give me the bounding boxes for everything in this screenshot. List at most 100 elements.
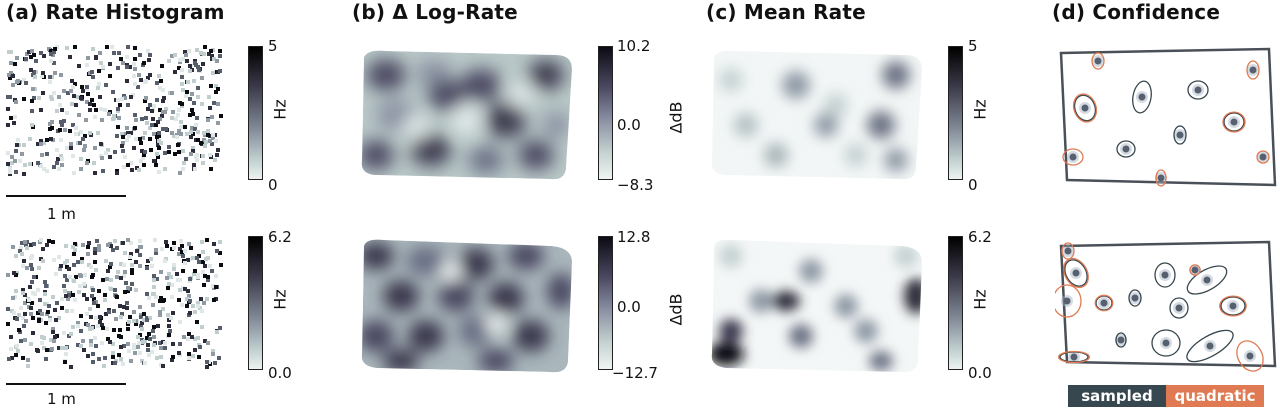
field-center-dot xyxy=(1203,276,1211,284)
histogram-pixel xyxy=(9,71,13,75)
histogram-pixel xyxy=(103,108,107,112)
histogram-pixel xyxy=(112,51,116,55)
histogram-pixel xyxy=(148,137,152,141)
histogram-pixel xyxy=(191,112,195,116)
histogram-pixel xyxy=(94,344,98,348)
histogram-pixel xyxy=(142,312,146,316)
histogram-pixel xyxy=(23,240,27,244)
histogram-pixel xyxy=(58,267,62,271)
histogram-pixel xyxy=(181,269,185,273)
histogram-pixel xyxy=(143,361,147,365)
histogram-pixel xyxy=(207,95,211,99)
histogram-pixel xyxy=(133,46,137,50)
histogram-pixel xyxy=(201,250,205,254)
histogram-pixel xyxy=(79,344,83,348)
histogram-pixel xyxy=(132,310,136,314)
histogram-pixel xyxy=(69,142,73,146)
histogram-pixel xyxy=(147,58,151,62)
histogram-pixel xyxy=(141,156,145,160)
histogram-pixel xyxy=(48,80,52,84)
histogram-pixel xyxy=(201,270,205,274)
field-center-dot xyxy=(1117,336,1125,344)
histogram-pixel xyxy=(108,340,112,344)
histogram-pixel xyxy=(88,108,92,112)
sampled-ellipse xyxy=(1154,262,1176,288)
histogram-pixel xyxy=(126,45,130,49)
histogram-pixel xyxy=(181,167,185,171)
histogram-pixel xyxy=(181,88,185,92)
histogram-pixel xyxy=(65,278,69,282)
field-center-halo xyxy=(1227,300,1239,312)
histogram-pixel xyxy=(167,272,171,276)
histogram-pixel xyxy=(172,263,176,267)
histogram-pixel xyxy=(91,75,95,79)
histogram-pixel xyxy=(157,74,161,78)
histogram-pixel xyxy=(19,306,23,310)
histogram-pixel xyxy=(215,249,219,253)
field-center-dot xyxy=(1157,174,1165,182)
histogram-pixel xyxy=(24,57,28,61)
colorbar-b-top-max: 10.2 xyxy=(617,37,651,55)
histogram-pixel xyxy=(214,285,218,289)
histogram-pixel xyxy=(181,149,185,153)
histogram-pixel xyxy=(30,301,34,305)
histogram-pixel xyxy=(30,49,34,53)
rate-field-blob xyxy=(882,61,910,89)
quadratic-ellipse xyxy=(1094,294,1114,312)
histogram-pixel xyxy=(148,337,152,341)
histogram-pixel xyxy=(184,53,188,57)
rate-field-blob xyxy=(782,71,810,99)
rate-field-blob xyxy=(488,282,524,314)
histogram-pixel xyxy=(109,278,113,282)
histogram-pixel xyxy=(39,108,43,112)
histogram-pixel xyxy=(132,343,136,347)
histogram-pixel xyxy=(84,118,88,122)
histogram-pixel xyxy=(90,70,94,74)
histogram-pixel xyxy=(85,100,89,104)
histogram-pixel xyxy=(111,117,115,121)
histogram-pixel xyxy=(70,79,74,83)
sampled-ellipse xyxy=(1173,125,1187,145)
histogram-pixel xyxy=(91,47,95,51)
histogram-pixel xyxy=(138,239,142,243)
histogram-pixel xyxy=(114,317,118,321)
histogram-pixel xyxy=(158,299,162,303)
rate-field-blob xyxy=(719,68,743,92)
histogram-pixel xyxy=(155,152,159,156)
field-center-halo xyxy=(1098,297,1110,309)
histogram-pixel xyxy=(157,139,161,143)
colorbar-b-top xyxy=(598,46,613,180)
scale-label-top: 1 m xyxy=(47,205,76,223)
histogram-pixel xyxy=(32,275,36,279)
sampled-ellipse xyxy=(1186,265,1228,295)
histogram-pixel xyxy=(97,69,101,73)
histogram-pixel xyxy=(79,329,83,333)
histogram-pixel xyxy=(138,53,142,57)
histogram-pixel xyxy=(106,148,110,152)
histogram-pixel xyxy=(83,134,87,138)
histogram-pixel xyxy=(43,292,47,296)
histogram-pixel xyxy=(170,131,174,135)
histogram-pixel xyxy=(101,278,105,282)
histogram-pixel xyxy=(89,265,93,269)
colorbar-c-bottom-min: 0.0 xyxy=(968,364,992,382)
histogram-pixel xyxy=(6,107,10,111)
histogram-pixel xyxy=(50,347,54,351)
histogram-pixel xyxy=(216,148,220,152)
histogram-pixel xyxy=(159,296,163,300)
histogram-pixel xyxy=(208,264,212,268)
rate-field-blob xyxy=(513,320,549,352)
histogram-pixel xyxy=(151,329,155,333)
rate-field-blob xyxy=(719,319,743,343)
histogram-pixel xyxy=(140,321,144,325)
histogram-pixel xyxy=(185,132,189,136)
field-center-halo xyxy=(1173,302,1185,314)
quadratic-ellipse xyxy=(1256,150,1270,164)
histogram-pixel xyxy=(146,76,150,80)
rate-field-blob xyxy=(361,242,394,270)
histogram-pixel xyxy=(108,265,112,269)
histogram-pixel xyxy=(80,257,84,261)
rate-field-blob xyxy=(528,60,564,90)
histogram-pixel xyxy=(200,102,204,106)
arena-outline xyxy=(1059,47,1277,187)
